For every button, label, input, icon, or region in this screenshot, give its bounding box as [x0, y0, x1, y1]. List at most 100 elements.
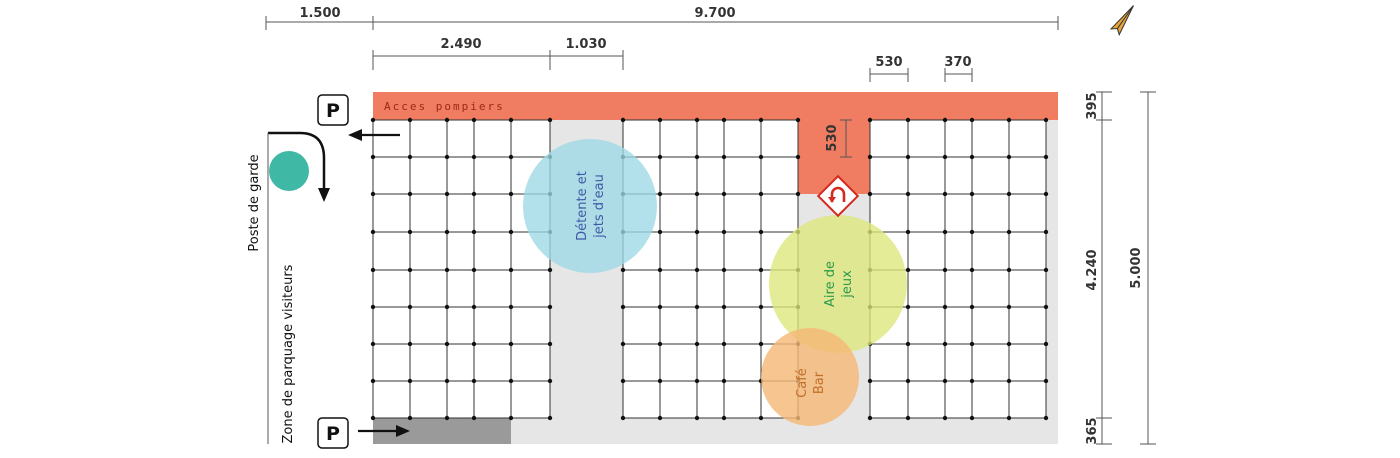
grid-node [1006, 229, 1012, 235]
grid-node [620, 304, 626, 310]
grid-node [508, 229, 514, 235]
grid-node [547, 117, 553, 123]
svg-text:Café: Café [795, 368, 810, 398]
grid-node [1006, 154, 1012, 160]
grid-node [657, 191, 663, 197]
exit-arrow-icon [348, 129, 400, 141]
grid-node [758, 304, 764, 310]
grid-node [758, 117, 764, 123]
grid-node [758, 191, 764, 197]
grid-node [471, 378, 477, 384]
grid-node [1043, 191, 1049, 197]
grid-node [942, 267, 948, 273]
grid-node [547, 267, 553, 273]
grid-node [370, 154, 376, 160]
grid-node [407, 191, 413, 197]
grid-node [1006, 341, 1012, 347]
grid-node [694, 415, 700, 421]
grid-node [1043, 117, 1049, 123]
grid-node [547, 304, 553, 310]
grid-node [694, 378, 700, 384]
grid-node [657, 415, 663, 421]
grid-node [1043, 267, 1049, 273]
grid-node [694, 304, 700, 310]
detente-zone [523, 139, 657, 273]
grid-node [1006, 191, 1012, 197]
dim-395: 395 [1085, 92, 1100, 119]
grid-node [969, 267, 975, 273]
grid-node [370, 229, 376, 235]
grid-node [471, 341, 477, 347]
grid-node [508, 341, 514, 347]
dim-9700: 9.700 [694, 6, 735, 21]
grid-node [407, 341, 413, 347]
dim-1500: 1.500 [299, 6, 340, 21]
grid-node [905, 191, 911, 197]
grid-node [694, 117, 700, 123]
grid-node [969, 191, 975, 197]
grid-node [969, 341, 975, 347]
parking-sign-icon: P [326, 100, 340, 122]
dim-4240: 4.240 [1085, 249, 1100, 290]
cafe-bar-label: Café Bar [795, 368, 827, 398]
grid-node [471, 154, 477, 160]
grid-node [407, 229, 413, 235]
grid-node [407, 304, 413, 310]
grid-node [547, 378, 553, 384]
entry-arrow-icon [358, 425, 410, 437]
grid-node [1043, 154, 1049, 160]
grid-node [547, 415, 553, 421]
grid-node [942, 117, 948, 123]
grid-node [942, 191, 948, 197]
grid-node [620, 267, 626, 273]
grid-node [370, 117, 376, 123]
grid-node [969, 117, 975, 123]
grid-node [657, 229, 663, 235]
grid-node [905, 117, 911, 123]
grid-node [370, 267, 376, 273]
grid-node [508, 415, 514, 421]
parking-grid [370, 117, 1049, 421]
fire-access-band [373, 92, 1058, 120]
grid-node [867, 378, 873, 384]
grid-node [370, 341, 376, 347]
grid-node [1006, 415, 1012, 421]
grid-node [657, 154, 663, 160]
grid-node [508, 117, 514, 123]
grid-node [444, 154, 450, 160]
grid-node [694, 191, 700, 197]
grid-node [905, 415, 911, 421]
grid-node [657, 267, 663, 273]
grid-node [444, 341, 450, 347]
grid-node [444, 415, 450, 421]
grid-node [795, 117, 801, 123]
grid-node [758, 341, 764, 347]
cafe-bar-zone [761, 328, 859, 426]
grid-node [508, 267, 514, 273]
grid-node [758, 154, 764, 160]
grid-node [620, 117, 626, 123]
grid-node [370, 191, 376, 197]
grid-node [721, 117, 727, 123]
grid-node [969, 154, 975, 160]
grid-node [471, 415, 477, 421]
north-arrow-icon [1109, 5, 1134, 37]
grid-node [407, 378, 413, 384]
grid-node [1006, 304, 1012, 310]
dim-5000: 5.000 [1129, 247, 1144, 288]
svg-text:jeux: jeux [840, 270, 855, 299]
grid-node [444, 304, 450, 310]
grid-node [471, 267, 477, 273]
grid-node [444, 117, 450, 123]
grid-node [694, 154, 700, 160]
grid-node [370, 415, 376, 421]
grid-node [867, 415, 873, 421]
grid-node [758, 415, 764, 421]
grid-node [444, 191, 450, 197]
grid-node [370, 378, 376, 384]
grid-node [471, 117, 477, 123]
grid-node [471, 304, 477, 310]
curved-arrow-icon [268, 131, 330, 202]
aire-de-jeux-zone [769, 215, 907, 353]
grid-node [471, 191, 477, 197]
